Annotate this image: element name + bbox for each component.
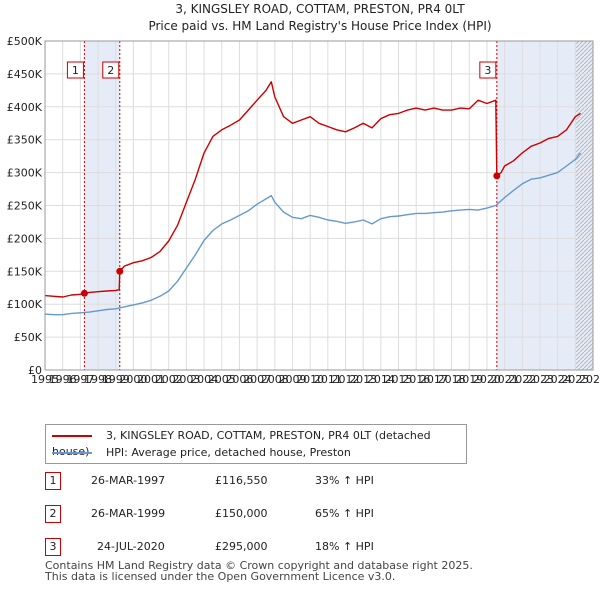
- sale-hpi-change: 18% ↑ HPI: [315, 540, 374, 553]
- x-tick-label: 2009: [278, 373, 306, 386]
- x-tick-label: 2003: [172, 373, 200, 386]
- x-tick-label: 2020: [473, 373, 501, 386]
- legend-label-hpi: HPI: Average price, detached house, Pres…: [106, 446, 351, 459]
- x-tick-label: 2026: [579, 373, 600, 386]
- footer-copyright: Contains HM Land Registry data © Crown c…: [45, 559, 473, 572]
- y-tick-label: £100K: [7, 298, 43, 311]
- legend-item-hpi: HPI: Average price, detached house, Pres…: [52, 445, 351, 461]
- sale-hpi-change: 33% ↑ HPI: [315, 474, 374, 487]
- footer: Contains HM Land Registry data © Crown c…: [45, 560, 473, 582]
- y-tick-label: £0: [28, 364, 42, 377]
- x-tick-label: 2004: [190, 373, 218, 386]
- x-tick-label: 1996: [49, 373, 77, 386]
- x-tick-label: 2016: [402, 373, 430, 386]
- sale-date: 24-JUL-2020: [97, 540, 165, 553]
- sale-label: 1: [72, 64, 79, 77]
- x-tick-label: 2013: [349, 373, 377, 386]
- sale-point: [493, 172, 501, 180]
- sale-row: 3 24-JUL-2020 £295,000 18% ↑ HPI: [45, 538, 465, 560]
- sale-price: £295,000: [215, 540, 268, 553]
- y-tick-label: £250K: [7, 200, 43, 213]
- sale-price: £116,550: [215, 474, 268, 487]
- legend-swatch-hpi: [52, 452, 92, 454]
- x-tick-label: 2010: [296, 373, 324, 386]
- y-tick-label: £50K: [14, 331, 43, 344]
- x-tick-label: 2017: [420, 373, 448, 386]
- x-tick-label: 2015: [385, 373, 413, 386]
- x-tick-label: 2018: [438, 373, 466, 386]
- x-tick-label: 1995: [31, 373, 59, 386]
- sale-point: [116, 267, 124, 275]
- y-tick-label: £300K: [7, 167, 43, 180]
- sale-date: 26-MAR-1999: [91, 507, 166, 520]
- x-tick-label: 2007: [243, 373, 271, 386]
- sale-number-badge: 3: [45, 538, 61, 556]
- sale-date: 26-MAR-1997: [91, 474, 166, 487]
- y-tick-label: £500K: [7, 35, 43, 48]
- y-tick-label: £150K: [7, 265, 43, 278]
- sale-number-badge: 1: [45, 472, 61, 490]
- sale-number-badge: 2: [45, 505, 61, 523]
- x-tick-label: 1998: [84, 373, 112, 386]
- x-tick-label: 2014: [367, 373, 395, 386]
- x-tick-label: 2001: [137, 373, 165, 386]
- sale-point: [80, 289, 88, 297]
- legend: 3, KINGSLEY ROAD, COTTAM, PRESTON, PR4 0…: [45, 424, 467, 464]
- x-tick-label: 2002: [155, 373, 183, 386]
- plot-border: [44, 40, 594, 371]
- x-tick-label: 2022: [508, 373, 536, 386]
- sale-row: 1 26-MAR-1997 £116,550 33% ↑ HPI: [45, 472, 465, 494]
- footer-licence: This data is licensed under the Open Gov…: [45, 570, 396, 583]
- legend-label-property: 3, KINGSLEY ROAD, COTTAM, PRESTON, PR4 0…: [52, 429, 431, 458]
- x-tick-label: 1997: [66, 373, 94, 386]
- sale-label: 3: [484, 64, 491, 77]
- sale-label-box: [102, 61, 120, 79]
- x-tick-label: 2012: [332, 373, 360, 386]
- x-tick-label: 2011: [314, 373, 342, 386]
- legend-item-property: 3, KINGSLEY ROAD, COTTAM, PRESTON, PR4 0…: [52, 428, 466, 458]
- sale-label-box: [66, 61, 84, 79]
- x-tick-label: 2024: [544, 373, 572, 386]
- x-tick-label: 1999: [102, 373, 130, 386]
- price-chart: 3, KINGSLEY ROAD, COTTAM, PRESTON, PR4 0…: [7, 2, 600, 386]
- sale-hpi-change: 65% ↑ HPI: [315, 507, 374, 520]
- x-tick-label: 2005: [208, 373, 236, 386]
- chart-subtitle: Price paid vs. HM Land Registry's House …: [148, 19, 491, 33]
- x-tick-label: 2006: [225, 373, 253, 386]
- sale-price: £150,000: [215, 507, 268, 520]
- x-tick-label: 2019: [455, 373, 483, 386]
- x-tick-label: 2021: [491, 373, 519, 386]
- sale-label: 2: [107, 64, 114, 77]
- sale-label-box: [479, 61, 497, 79]
- y-tick-label: £400K: [7, 101, 43, 114]
- x-tick-label: 2008: [261, 373, 289, 386]
- x-tick-label: 2000: [119, 373, 147, 386]
- chart-title: 3, KINGSLEY ROAD, COTTAM, PRESTON, PR4 0…: [175, 2, 465, 16]
- y-tick-label: £350K: [7, 134, 43, 147]
- series-hpi-line: [44, 152, 582, 316]
- y-tick-label: £450K: [7, 68, 43, 81]
- x-tick-label: 2025: [561, 373, 589, 386]
- x-tick-label: 2023: [526, 373, 554, 386]
- sale-row: 2 26-MAR-1999 £150,000 65% ↑ HPI: [45, 505, 465, 527]
- y-tick-label: £200K: [7, 232, 43, 245]
- legend-swatch-property: [52, 435, 92, 437]
